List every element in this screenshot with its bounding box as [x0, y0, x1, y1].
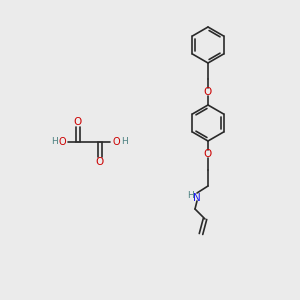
- Text: N: N: [193, 193, 201, 203]
- Text: H: H: [51, 137, 57, 146]
- Text: O: O: [112, 137, 120, 147]
- Text: O: O: [58, 137, 66, 147]
- Text: O: O: [96, 157, 104, 167]
- Text: O: O: [204, 87, 212, 97]
- Text: O: O: [204, 149, 212, 159]
- Text: O: O: [74, 117, 82, 127]
- Text: H: H: [188, 190, 194, 200]
- Text: H: H: [121, 137, 128, 146]
